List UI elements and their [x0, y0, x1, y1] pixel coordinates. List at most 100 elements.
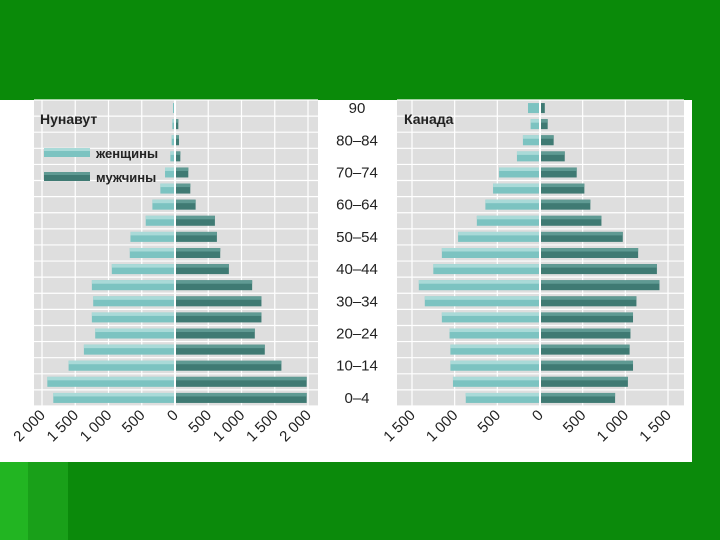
canada-female-bar-highlight [418, 280, 540, 284]
canada-x-tick-label: 1 000 [594, 407, 633, 446]
nunavut-male-bar-highlight [175, 135, 179, 139]
age-label: 70–74 [336, 164, 378, 181]
canada-x-tick-label: 500 [560, 407, 590, 437]
canada-male-bar [540, 103, 545, 114]
nunavut-female-bar [68, 360, 175, 371]
nunavut-male-bar-highlight [175, 215, 215, 220]
canada-female-bar [418, 280, 540, 291]
nunavut-female-bar-highlight [160, 183, 175, 188]
nunavut-male-bar [175, 360, 282, 371]
nunavut-x-tick-label: 1 000 [210, 407, 249, 446]
nunavut-female-bar [83, 344, 175, 355]
canada-male-bar [540, 296, 637, 307]
nunavut-male-bar [175, 328, 255, 339]
canada-male-bar [540, 376, 628, 387]
canada-male-bar [540, 248, 639, 258]
canada-male-bar [540, 151, 565, 162]
nunavut-male-bar [175, 135, 179, 146]
nunavut-male-bar [175, 344, 265, 355]
nunavut-female-bar [91, 280, 175, 291]
canada-female-bar [530, 119, 540, 130]
nunavut-female-bar [145, 215, 175, 226]
nunavut-x-tick-label: 0 [164, 407, 182, 425]
canada-male-bar [540, 280, 660, 291]
canada-female-bar [424, 296, 540, 307]
nunavut-male-bar [175, 151, 181, 162]
nunavut-x-tick-label: 2 000 [276, 407, 315, 446]
canada-male-bar-highlight [540, 248, 639, 252]
canada-female-bar [458, 231, 540, 242]
legend-male-label: мужчины [96, 170, 156, 185]
canada-male-bar-highlight [540, 328, 631, 333]
nunavut-female-bar [160, 183, 175, 194]
age-label: 0–4 [344, 390, 369, 407]
nunavut-female-bar-highlight [145, 215, 175, 220]
nunavut-female-bar-highlight [53, 392, 175, 397]
nunavut-male-bar [175, 183, 191, 194]
legend-female-swatch [44, 148, 90, 157]
canada-female-bar-highlight [499, 167, 540, 171]
age-label: 20–24 [336, 326, 378, 343]
canada-female-bar [528, 103, 540, 114]
canada-female-bar [485, 199, 540, 210]
nunavut-male-bar [175, 215, 215, 226]
nunavut-male-bar-highlight [175, 231, 217, 236]
canada-x-tick-label: 1 500 [636, 407, 675, 446]
nunavut-male-bar-highlight [175, 264, 229, 268]
canada-male-bar-highlight [540, 167, 577, 171]
nunavut-male-bar [175, 231, 217, 242]
nunavut-male-bar-highlight [175, 183, 191, 188]
nunavut-male-bar-highlight [175, 392, 307, 397]
age-label: 40–44 [336, 261, 378, 278]
canada-female-bar-highlight [452, 376, 540, 381]
canada-male-bar [540, 312, 634, 323]
nunavut-female-bar [91, 312, 175, 323]
nunavut-female-bar [53, 392, 175, 403]
canada-female-bar-highlight [458, 231, 540, 236]
nunavut-female-bar [172, 119, 175, 130]
nunavut-female-bar [93, 296, 175, 307]
canada-male-bar-highlight [540, 231, 623, 236]
nunavut-x-tick-label: 1 500 [44, 407, 83, 446]
canada-male-bar [540, 360, 634, 371]
age-label: 10–14 [336, 358, 378, 375]
canada-male-bar-highlight [540, 376, 628, 381]
canada-male-bar [540, 264, 657, 275]
canada-female-bar-highlight [449, 328, 540, 333]
nunavut-male-bar-highlight [175, 248, 221, 252]
nunavut-female-bar [171, 135, 175, 146]
canada-male-bar-highlight [540, 296, 637, 300]
nunavut-male-bar-highlight [175, 199, 196, 204]
nunavut-male-bar [175, 392, 307, 403]
canada-female-bar [522, 135, 540, 146]
canada-title: Канада [404, 111, 454, 127]
nunavut-male-bar [175, 248, 221, 258]
canada-male-bar-highlight [540, 199, 591, 204]
nunavut-title: Нунавут [40, 111, 97, 127]
nunavut-female-bar-highlight [95, 328, 175, 333]
canada-female-bar [450, 360, 540, 371]
nunavut-male-bar [175, 199, 196, 210]
nunavut-female-bar [47, 376, 175, 387]
nunavut-female-bar-highlight [171, 135, 175, 139]
canada-female-bar-highlight [465, 392, 540, 397]
nunavut-female-bar-highlight [152, 199, 175, 204]
nunavut-female-bar [170, 151, 175, 162]
legend-female-label: женщины [95, 146, 158, 161]
nunavut-female-bar [111, 264, 175, 275]
canada-male-bar [540, 392, 616, 403]
nunavut-male-bar-highlight [175, 376, 307, 381]
canada-female-bar [441, 312, 540, 323]
nunavut-female-bar [152, 199, 175, 210]
canada-male-bar [540, 199, 591, 210]
canada-female-bar-highlight [450, 344, 540, 349]
nunavut-female-bar-highlight [93, 296, 175, 300]
canada-male-bar-highlight [540, 151, 565, 155]
canada-male-bar-highlight [540, 312, 634, 316]
canada-male-bar [540, 119, 548, 130]
canada-female-bar-highlight [530, 119, 540, 123]
canada-male-bar [540, 231, 623, 242]
nunavut-x-tick-label: 1 500 [243, 407, 282, 446]
age-label: 80–84 [336, 132, 378, 149]
